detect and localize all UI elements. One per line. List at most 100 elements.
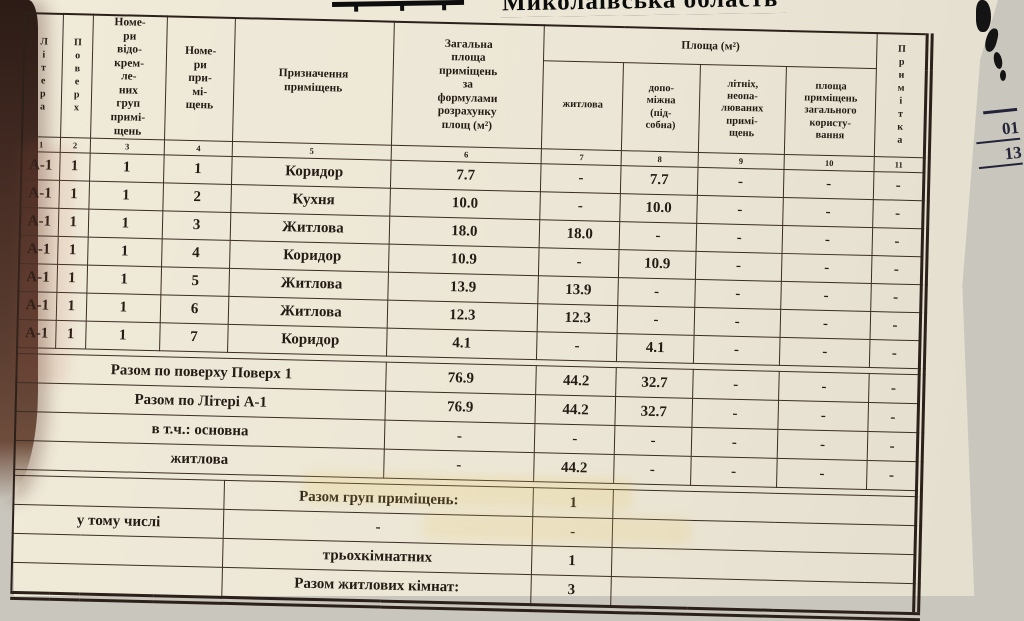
cell-group: 1: [86, 265, 162, 295]
cell-common: -: [777, 400, 869, 432]
cell-note: -: [871, 255, 925, 285]
margin-number-bottom: 13: [976, 142, 1023, 170]
cell-living: 44.2: [535, 394, 617, 426]
cell-floor: 1: [55, 320, 86, 350]
cell-common: -: [777, 429, 869, 461]
cell-common: -: [776, 458, 868, 490]
header-common-area: площа приміщень загального користу- ванн…: [784, 66, 877, 157]
cell-total: 18.0: [388, 216, 540, 248]
cropped-letter-mark: [354, 5, 359, 12]
cell-purpose: Житлова: [229, 268, 389, 301]
cell-note: -: [867, 431, 921, 462]
cell-aux: 32.7: [616, 367, 693, 399]
cell-aux: 7.7: [620, 165, 698, 196]
cell-living: -: [540, 163, 622, 194]
col-number: 3: [89, 138, 165, 155]
cell-living: 44.2: [533, 452, 615, 484]
cell-total: 12.3: [386, 300, 538, 332]
cell-floor: 1: [59, 152, 90, 182]
cell-common: -: [779, 337, 871, 368]
cell-total: 76.9: [385, 362, 537, 395]
cell-living: -: [538, 247, 620, 278]
explication-table-wrapper: Літера Поверх Номе- ри відо- крем- ле- н…: [10, 12, 934, 621]
cell-total: -: [383, 449, 535, 482]
cell-room-number: 5: [160, 266, 230, 297]
cell-common: -: [779, 309, 871, 340]
cell-room-number: 7: [159, 322, 229, 353]
totals-empty-cell: [610, 576, 917, 617]
totals-value: 3: [530, 574, 612, 610]
cell-aux: -: [617, 305, 695, 336]
cell-group: 1: [88, 181, 164, 211]
totals-label: Разом житлових кімнат:: [221, 567, 532, 608]
cell-aux: -: [614, 425, 692, 457]
totals-value: 1: [532, 487, 614, 519]
cell-litera: А-1: [19, 235, 58, 265]
cell-room-number: 3: [162, 210, 231, 241]
cell-purpose: Житлова: [228, 296, 388, 329]
totals-value: 1: [531, 545, 613, 577]
cell-summer: -: [696, 195, 784, 226]
cell-room-number: 6: [160, 294, 230, 325]
torn-edge-mark: [992, 51, 1004, 70]
cell-floor: 1: [55, 292, 87, 322]
cell-note: -: [872, 227, 926, 257]
cell-room-number: 4: [161, 238, 231, 269]
cell-living: 12.3: [537, 303, 619, 334]
cell-note: -: [869, 339, 923, 369]
book-binding-shadow: [0, 0, 38, 502]
torn-edge-mark: [1000, 70, 1006, 81]
cell-litera: А-1: [21, 151, 60, 181]
cell-note: -: [866, 460, 920, 491]
cell-summer: -: [694, 279, 782, 310]
cell-living: 18.0: [539, 219, 621, 250]
cell-summer: -: [695, 223, 783, 254]
cell-note: -: [872, 199, 926, 229]
cell-total: 4.1: [386, 328, 538, 360]
col-number: 2: [59, 137, 91, 154]
cell-floor: 1: [57, 208, 89, 238]
cropped-letter-mark: [442, 4, 447, 11]
document-page: [14, 0, 999, 596]
cell-total: -: [383, 420, 536, 453]
header-note: Примітка: [874, 33, 930, 158]
margin-number-top: 01: [974, 117, 1021, 145]
cell-summer: -: [691, 398, 779, 430]
cell-living: -: [534, 423, 616, 455]
header-living: житлова: [541, 61, 624, 151]
cell-group: 1: [85, 321, 161, 351]
cell-summer: -: [693, 335, 780, 366]
cropped-letter-mark: [400, 4, 405, 11]
cell-common: -: [781, 225, 873, 256]
margin-rule: [983, 107, 1018, 115]
margin-marks: 01 13: [973, 107, 1023, 170]
col-number: 11: [874, 156, 927, 173]
col-number: 1: [21, 136, 61, 153]
cell-aux: 4.1: [616, 333, 694, 364]
cell-purpose: Коридор: [229, 240, 389, 273]
cell-litera: А-1: [20, 179, 60, 209]
header-purpose: Призначення приміщень: [232, 17, 395, 146]
cell-living: 13.9: [537, 275, 619, 306]
cell-note: -: [868, 373, 922, 404]
cell-litera: А-1: [19, 207, 59, 237]
explication-table: Літера Поверх Номе- ри відо- крем- ле- н…: [10, 12, 934, 621]
header-room-numbers: Номе- ри при- мі- щень: [164, 16, 236, 142]
header-poverh: Поверх: [60, 13, 94, 139]
cell-room-number: 1: [163, 154, 233, 185]
cell-common: -: [778, 371, 870, 403]
cell-living: 44.2: [535, 365, 617, 397]
cell-group: 1: [87, 237, 163, 267]
cell-common: -: [781, 253, 873, 284]
cell-total: 76.9: [384, 391, 536, 424]
cell-common: -: [782, 197, 874, 228]
header-group-numbers: Номе- ри відо- крем- ле- них груп примі-…: [90, 14, 168, 140]
cell-aux: -: [613, 454, 691, 486]
cell-litera: А-1: [18, 263, 58, 293]
cell-group: 1: [87, 209, 163, 239]
cell-common: -: [783, 169, 875, 200]
cell-summer: -: [692, 369, 780, 401]
cell-aux: 10.0: [620, 193, 698, 224]
cell-note: -: [870, 311, 924, 341]
totals-value: -: [532, 516, 614, 548]
